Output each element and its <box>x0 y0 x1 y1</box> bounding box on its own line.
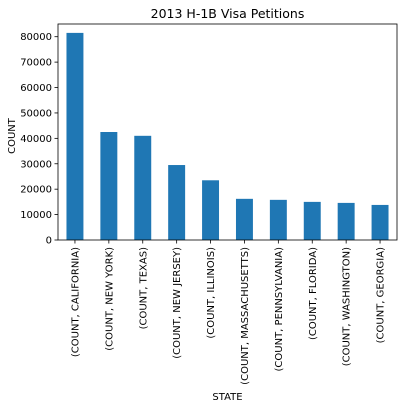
x-tick-label: (COUNT, FLORIDA) <box>308 247 319 340</box>
y-axis-label: COUNT <box>7 117 18 154</box>
bar <box>304 202 321 240</box>
y-tick-label: 70000 <box>20 58 52 69</box>
x-tick-label: (COUNT, ILLINOIS) <box>206 247 217 339</box>
x-tick-label: (COUNT, NEW JERSEY) <box>172 247 183 359</box>
bars <box>66 33 388 240</box>
bar <box>372 205 389 240</box>
chart-title: 2013 H-1B Visa Petitions <box>151 6 305 21</box>
y-tick-label: 20000 <box>20 185 52 196</box>
bar <box>236 199 253 240</box>
x-tick-label: (COUNT, TEXAS) <box>138 247 149 329</box>
bar <box>100 132 117 240</box>
x-tick-label: (COUNT, WASHINGTON) <box>342 247 353 366</box>
x-tick-label: (COUNT, CALIFORNIA) <box>70 247 81 357</box>
y-axis: 0 10000 20000 30000 40000 50000 60000 70000 8000… <box>20 32 58 246</box>
x-axis-label: STATE <box>212 392 242 403</box>
bar <box>134 136 151 240</box>
x-tick-label: (COUNT, PENNSYLVANIA) <box>274 247 285 372</box>
x-tick-label: (COUNT, NEW YORK) <box>104 247 115 351</box>
y-tick-label: 0 <box>46 236 52 247</box>
y-tick-label: 80000 <box>20 32 52 43</box>
y-tick-label: 30000 <box>20 159 52 170</box>
y-tick-label: 10000 <box>20 210 52 221</box>
x-tick-label: (COUNT, MASSACHUSETTS) <box>240 247 251 385</box>
x-axis: (COUNT, CALIFORNIA) (COUNT, NEW YORK) (COU… <box>70 240 386 385</box>
y-tick-label: 50000 <box>20 108 52 119</box>
bar <box>66 33 83 240</box>
x-tick-label: (COUNT, GEORGIA) <box>376 247 387 343</box>
bar <box>168 165 185 240</box>
y-tick-label: 60000 <box>20 83 52 94</box>
bar <box>202 180 219 240</box>
bar <box>270 200 287 240</box>
y-tick-label: 40000 <box>20 134 52 145</box>
bar <box>338 203 355 240</box>
